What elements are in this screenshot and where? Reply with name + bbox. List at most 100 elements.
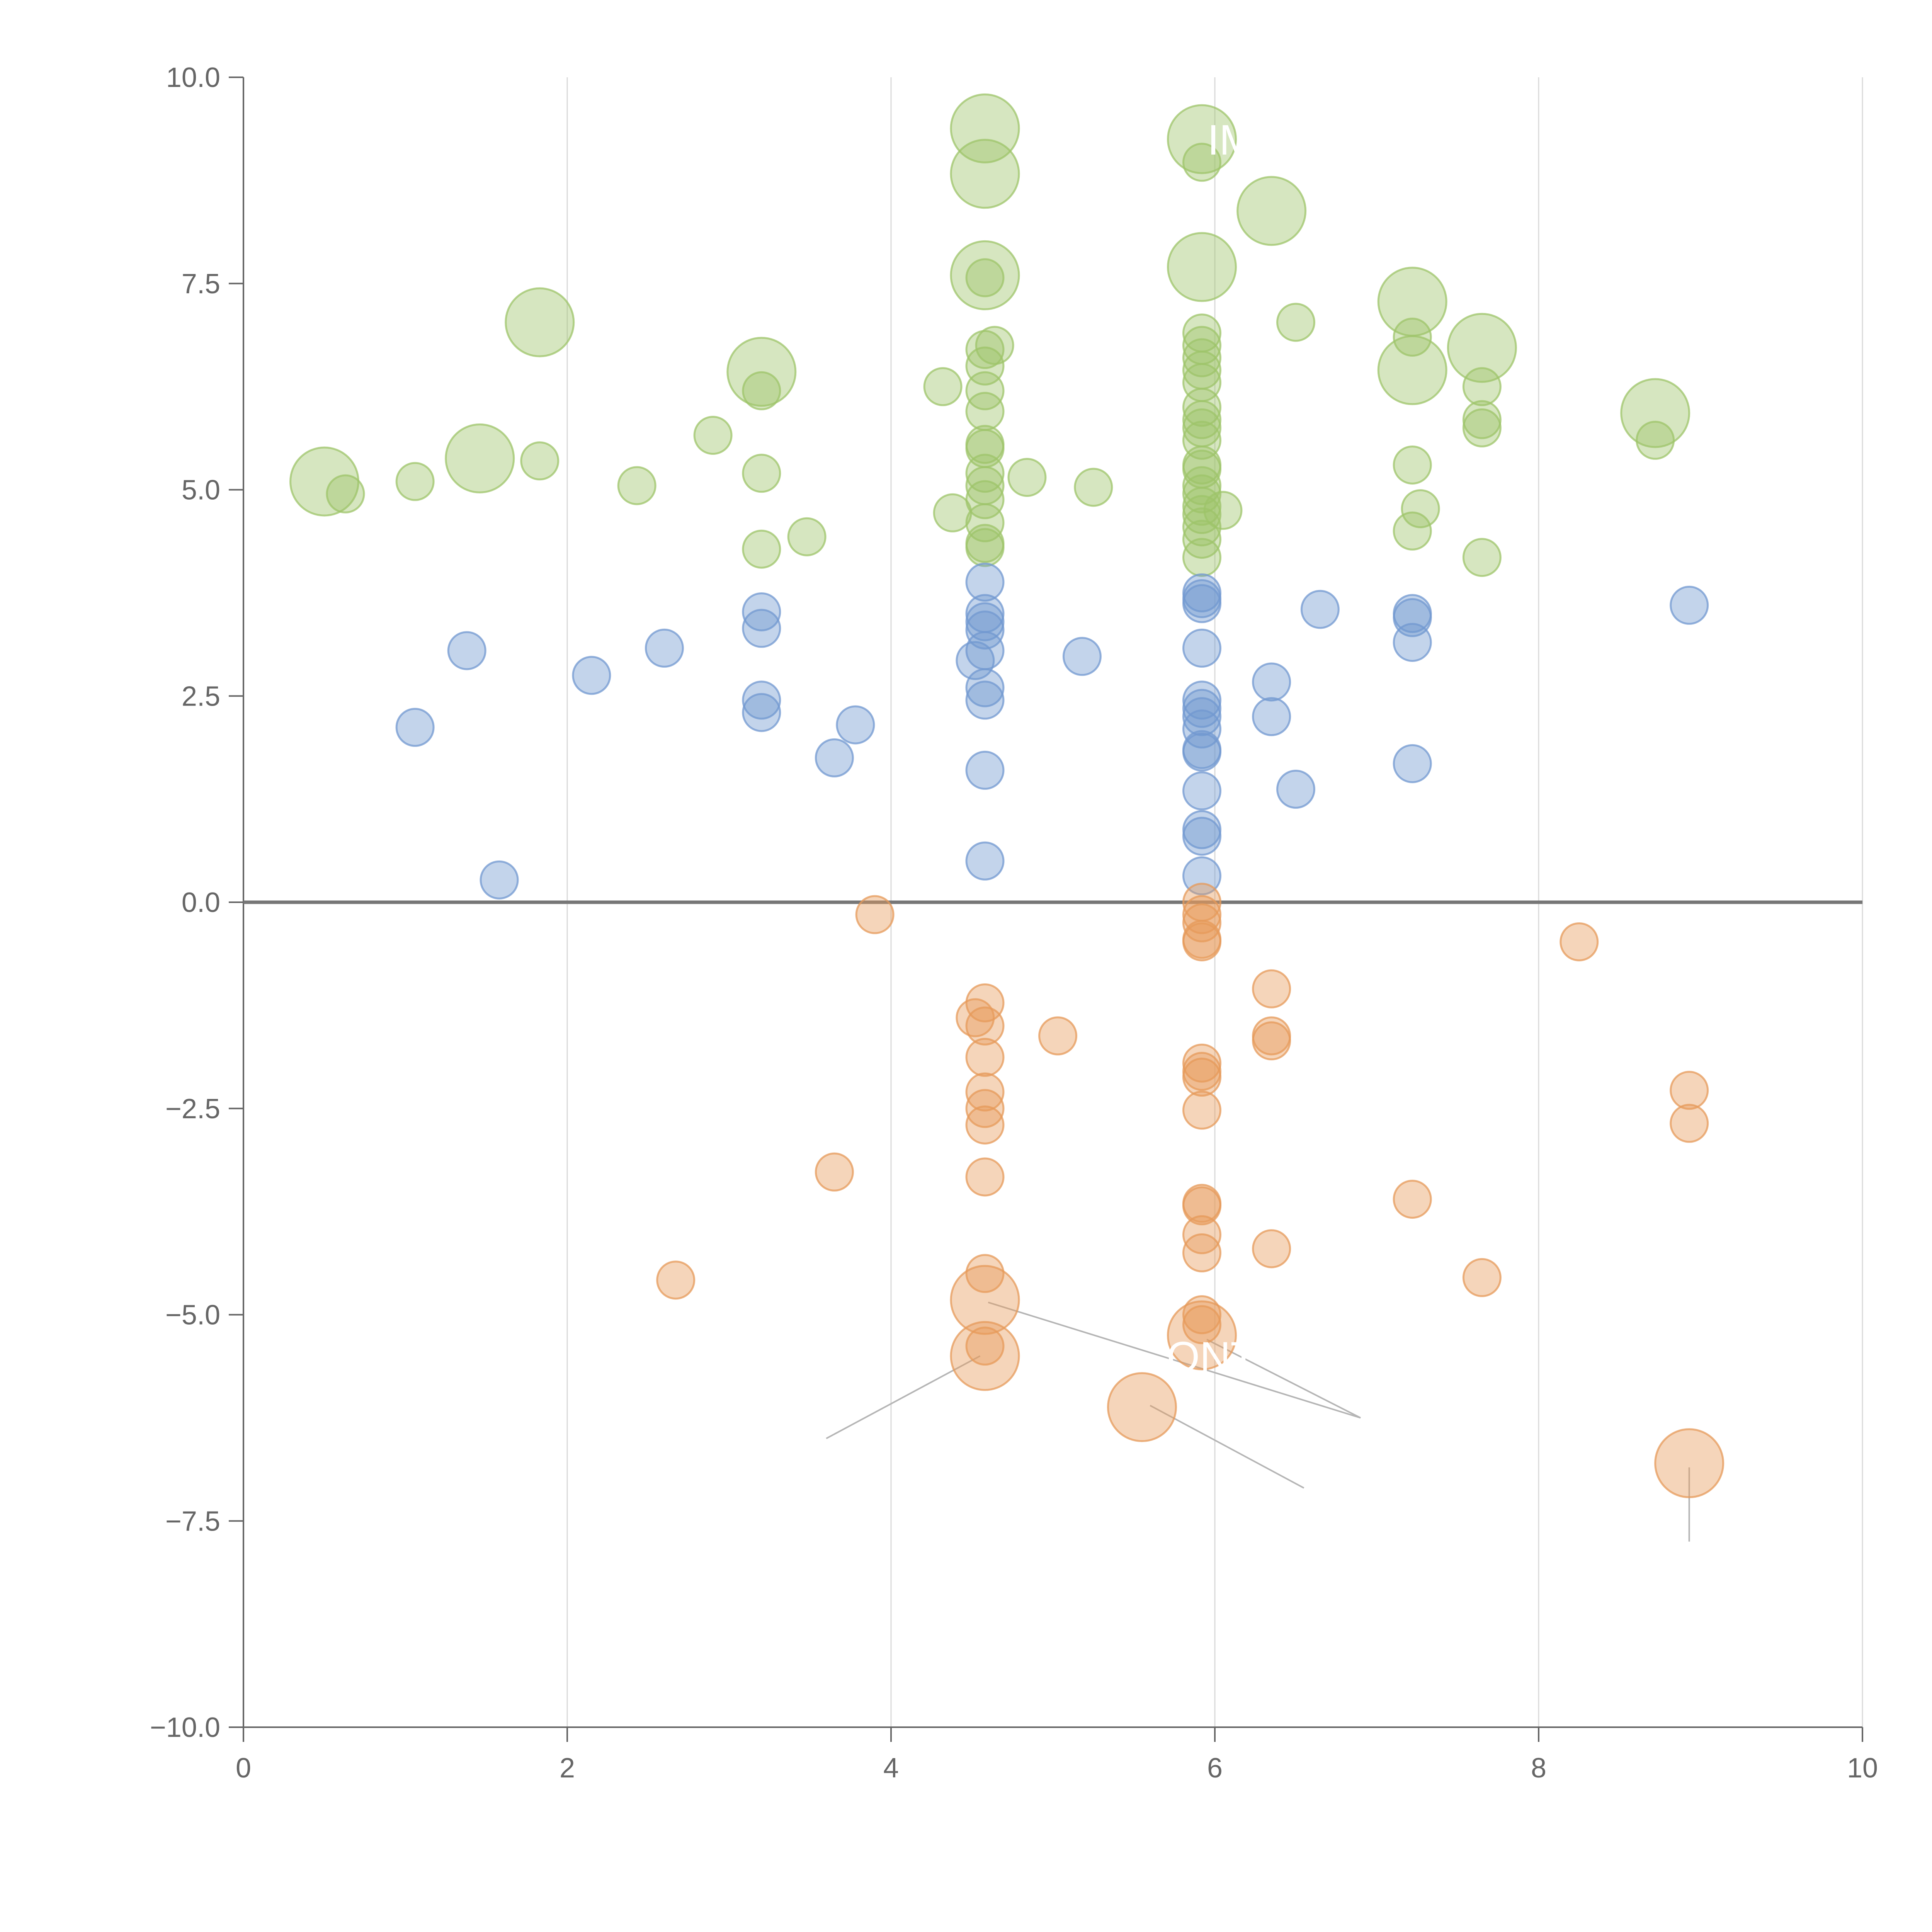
blue-bubble [836,705,875,745]
blue-bubble [1182,689,1221,728]
orange-bubble [815,1152,854,1192]
blue-bubble [1393,622,1432,662]
blue-bubble [480,860,519,900]
y-tick-label: −5.0 [165,1300,220,1331]
orange-bubble [1182,1305,1221,1344]
x-tick-label: 8 [1531,1753,1546,1784]
blue-bubble [645,628,684,668]
green-bubble [965,371,1005,410]
blue-bubble [815,738,854,777]
orange-bubble [656,1260,696,1300]
green-bubble [965,392,1005,431]
orange-bubble [1182,1295,1221,1334]
orange-bubble [1560,922,1599,961]
orange-bubble [965,1254,1005,1293]
blue-bubble [965,610,1005,650]
blue-bubble [447,631,486,670]
green-bubble [1393,445,1432,485]
green-bubble [1276,303,1315,342]
green-bubble [1203,491,1243,530]
green-bubble [1447,313,1517,383]
leader-line [1412,367,1466,371]
green-bubble [1393,511,1432,551]
green-bubble [965,258,1005,298]
orange-bubble [1182,1043,1221,1083]
green-bubble [1182,538,1221,577]
orange-bubble [1462,1258,1502,1297]
blue-bubble [742,693,781,732]
orange-bubble [965,1157,1005,1197]
blue-bubble [965,563,1005,602]
orange-bubble [965,1037,1005,1077]
leader-line [1206,1338,1361,1419]
y-tick-label: −10.0 [150,1712,220,1743]
orange-bubble [1670,1104,1709,1143]
leader-line [1270,209,1276,234]
blue-bubble [1182,709,1221,749]
blue-bubble [1276,770,1315,809]
orange-bubble [965,1072,1005,1112]
green-bubble [1182,400,1221,439]
blue-bubble [965,631,1005,670]
blue-bubble [742,609,781,648]
blue-bubble [1182,584,1221,623]
green-bubble [1401,489,1440,529]
blue-bubble [395,707,435,747]
orange-bubble [1252,1021,1291,1061]
blue-bubble [965,750,1005,790]
orange-bubble [1654,1428,1725,1498]
blue-bubble [572,656,611,695]
leader-line [1408,279,1413,300]
orange-bubble [1182,1233,1221,1272]
bubble-annotation: IM [1208,116,1255,164]
orange-bubble [1670,1071,1709,1110]
blue-bubble [1182,697,1221,736]
orange-bubble [1182,1058,1221,1097]
x-tick-label: 6 [1207,1753,1223,1784]
green-bubble [1462,367,1502,406]
green-bubble [1182,507,1221,547]
green-bubble [1182,143,1221,182]
orange-bubble [965,1105,1005,1145]
y-tick-label: −7.5 [165,1506,220,1537]
green-bubble [742,454,781,493]
blue-bubble [965,668,1005,707]
green-bubble [1074,468,1113,507]
leader-line [1166,258,1202,268]
green-bubble [445,423,515,493]
green-bubble [1182,388,1221,427]
blue-bubble [1182,816,1221,856]
blue-bubble [1300,590,1340,629]
blue-bubble [965,841,1005,881]
green-bubble [975,326,1014,365]
green-bubble [1462,408,1502,447]
green-bubble [950,139,1020,209]
blue-bubble [965,602,1005,641]
blue-bubble [1252,697,1291,736]
green-bubble [742,371,781,410]
leader-line [526,308,541,321]
bubble-annotation: ONT [1167,1333,1257,1381]
bubble-layer [289,93,1725,1498]
blue-bubble [1393,744,1432,783]
orange-bubble [950,1265,1020,1335]
blue-bubble [1252,662,1291,702]
orange-bubble [1038,1016,1078,1056]
orange-bubble [1393,1180,1432,1219]
orange-bubble [1182,1186,1221,1226]
orange-bubble [855,895,895,934]
blue-bubble [1062,637,1102,676]
green-bubble [1236,176,1307,246]
green-bubble [1007,457,1047,497]
x-tick-label: 0 [236,1753,251,1784]
green-bubble [505,287,575,357]
y-tick-label: −2.5 [165,1094,220,1124]
orange-bubble [950,1321,1020,1391]
y-tick-label: 7.5 [182,269,220,299]
blue-bubble [742,680,781,720]
leader-line [720,369,762,400]
orange-bubble [1107,1372,1177,1442]
orange-bubble [1252,969,1291,1009]
